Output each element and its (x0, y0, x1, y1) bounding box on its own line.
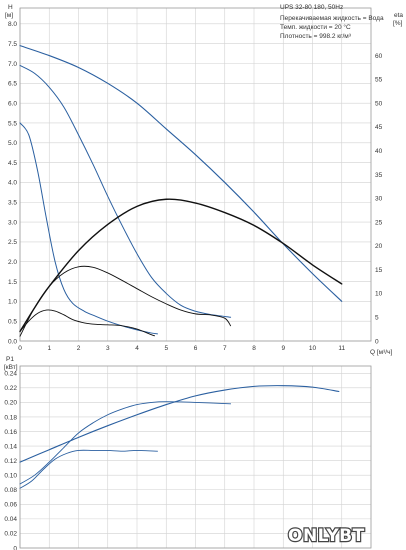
power-grid (19, 366, 371, 549)
head-tick-label: 0.5 (8, 318, 17, 325)
power-plot-frame (19, 365, 372, 549)
eta-tick-label: 5 (375, 315, 379, 322)
power-tick-label: 0.18 (4, 414, 17, 421)
x-tick-label: 6 (194, 345, 198, 352)
head-tick-label: 5.5 (8, 120, 17, 127)
head-tick-label: 3.0 (8, 219, 17, 226)
head-tick-label: 7.0 (8, 61, 17, 68)
x-tick-label: 1 (47, 345, 51, 352)
head-and-efficiency-curves (19, 45, 343, 337)
eta-tick-label: 20 (375, 243, 383, 250)
head-axis-label: H (8, 4, 13, 11)
efficiency-curve-4 (19, 265, 232, 337)
head-tick-label: 6.0 (8, 100, 17, 107)
x-tick-label: 8 (252, 345, 256, 352)
eta-tick-label: 15 (375, 267, 383, 274)
power-tick-label: 0.20 (4, 400, 17, 407)
head-tick-label: 2.5 (8, 239, 17, 246)
head-tick-label: 2.0 (8, 259, 17, 266)
head-tick-label: 7.5 (8, 41, 17, 48)
efficiency-curve-5 (19, 309, 155, 337)
head-grid (19, 8, 371, 342)
eta-axis-unit: [%] (393, 20, 403, 27)
x-tick-label: 9 (281, 345, 285, 352)
power-tick-label: 0.16 (4, 429, 17, 436)
head-curve-2 (19, 122, 158, 335)
info-line-density: Плотность = 998.2 кг/м³ (280, 33, 352, 40)
x-tick-label: 11 (338, 345, 345, 352)
power-axis-label: P1 (6, 356, 14, 363)
x-tick-label: 0 (18, 345, 22, 352)
x-tick-label: 10 (309, 345, 317, 352)
head-tick-label: 5.0 (8, 140, 17, 147)
power-tick-label: 0.04 (4, 516, 17, 523)
head-tick-label: 8.0 (8, 21, 17, 28)
power-curves (19, 385, 340, 489)
eta-tick-label: 35 (375, 172, 383, 179)
eta-tick-label: 55 (375, 77, 383, 84)
head-tick-label: 6.5 (8, 81, 17, 88)
x-tick-label: 7 (223, 345, 227, 352)
info-line-fluid: Перекачиваемая жидкость = Вода (280, 15, 384, 22)
power-tick-label: 0.24 (4, 371, 17, 378)
head-tick-label: 0.0 (8, 338, 17, 345)
head-tick-label: 1.5 (8, 279, 17, 286)
power-curve-2 (19, 449, 158, 489)
efficiency-curve-3 (19, 198, 343, 333)
head-curve-0 (19, 45, 343, 302)
eta-tick-label: 45 (375, 124, 383, 131)
head-tick-label: 4.5 (8, 160, 17, 167)
eta-tick-label: 50 (375, 100, 383, 107)
power-tick-label: 0.10 (4, 473, 17, 480)
power-tick-label: 0.22 (4, 385, 17, 392)
power-tick-labels: 0 0.02 0.04 0.06 0.08 0.10 0.12 0.14 0.16 0.18 0.2… (4, 371, 17, 550)
eta-tick-label: 30 (375, 196, 383, 203)
head-tick-label: 4.0 (8, 180, 17, 187)
eta-tick-label: 10 (375, 291, 383, 298)
eta-tick-label: 25 (375, 219, 383, 226)
flow-axis-label: Q [м³/ч] (370, 349, 392, 356)
power-tick-label: 0.06 (4, 502, 17, 509)
power-tick-label: 0.12 (4, 458, 17, 465)
chart-title: UPS 32-80 180, 50Hz (280, 4, 343, 11)
x-tick-label: 5 (164, 345, 168, 352)
head-axis-unit: [м] (5, 12, 13, 19)
x-tick-label: 4 (135, 345, 139, 352)
eta-axis-label: eta (394, 12, 403, 19)
eta-tick-label: 40 (375, 148, 383, 155)
head-tick-label: 1.0 (8, 299, 17, 306)
power-curve-0 (19, 385, 340, 463)
head-tick-label: 3.5 (8, 200, 17, 207)
x-tick-label: 2 (77, 345, 81, 352)
x-tick-label: 3 (106, 345, 110, 352)
head-tick-labels: 0 1 2 3 4 5 6 7 8 9 10 110.00.51.01.52.02.53.03.54.… (8, 21, 383, 352)
power-tick-label: 0.08 (4, 487, 17, 494)
power-tick-label: 0.02 (4, 531, 17, 538)
eta-tick-label: 60 (375, 53, 383, 60)
power-tick-label: 0 (13, 545, 17, 550)
watermark-logo: ONLYBT (288, 526, 365, 546)
eta-tick-label: 0 (375, 338, 379, 345)
power-curve-1 (19, 401, 232, 485)
power-tick-label: 0.14 (4, 443, 17, 450)
info-line-temperature: Темп. жидкости = 20 °C (280, 23, 351, 31)
head-plot-frame (19, 7, 372, 342)
power-axis-unit: [кВт] (4, 364, 18, 371)
head-curve-1 (19, 64, 232, 318)
